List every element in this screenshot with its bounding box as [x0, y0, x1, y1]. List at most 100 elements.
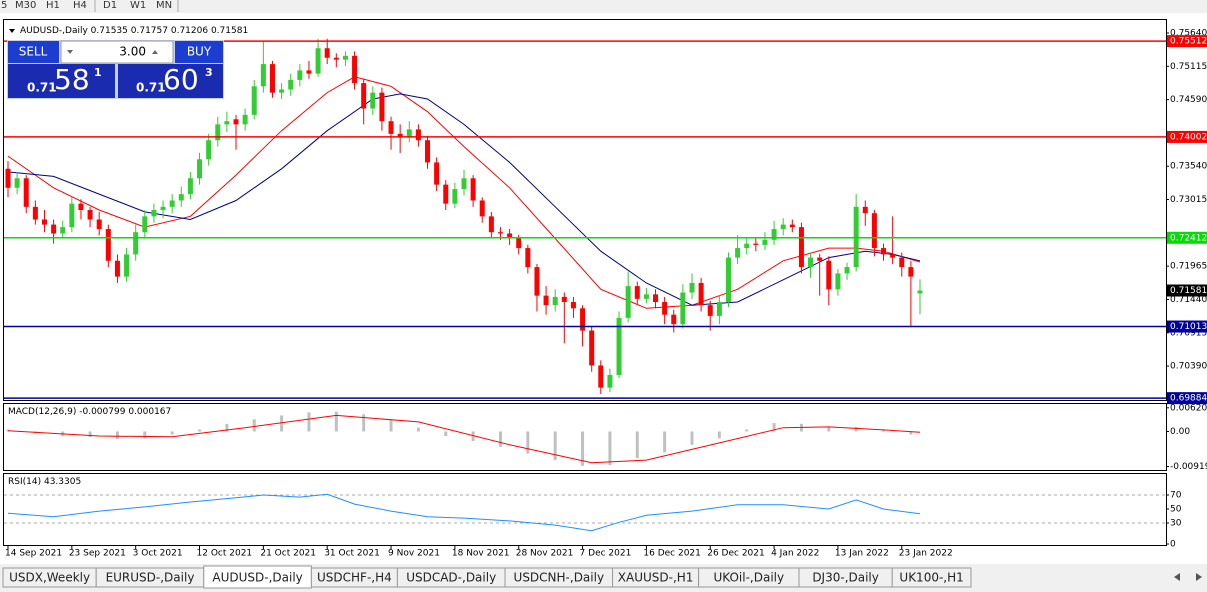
candle-body [315, 48, 321, 74]
candle-body [361, 83, 367, 109]
candle-body [224, 121, 230, 125]
candle-body [206, 140, 212, 160]
candle-body [5, 168, 11, 188]
scroll-right[interactable] [1196, 573, 1202, 581]
tab-label[interactable]: AUDUSD-,Daily [212, 571, 302, 585]
decrease[interactable] [67, 50, 73, 54]
candle-body [598, 365, 604, 388]
symbol-icon [9, 29, 15, 33]
tab-label[interactable]: UK100-,H1 [899, 571, 963, 585]
candle-body [589, 330, 595, 366]
last-price-label: 0.71581 [1170, 286, 1207, 296]
sell-label[interactable]: SELL [19, 45, 48, 59]
candle-body [835, 273, 841, 290]
price-tag [1167, 392, 1207, 405]
x-tick-label: 14 Sep 2021 [5, 549, 62, 559]
timeframe[interactable]: D1 [103, 0, 117, 11]
y-tick-label: 0.74590 [1170, 95, 1207, 105]
buy-label[interactable]: BUY [187, 45, 212, 59]
histogram-bar [663, 431, 667, 453]
price-tag [1167, 35, 1207, 48]
x-tick-label: 16 Dec 2021 [643, 549, 701, 559]
volume-input[interactable] [60, 40, 174, 64]
candle-body [60, 227, 66, 234]
candle-body [534, 267, 540, 296]
increase[interactable] [152, 50, 158, 54]
rsi-header: RSI(14) 43.3305 [8, 477, 81, 487]
timeframe[interactable]: H1 [46, 0, 60, 11]
buy-button[interactable] [175, 41, 223, 63]
signal-line [7, 414, 921, 464]
tab-label[interactable]: USDCNH-,Daily [514, 571, 605, 585]
y-tick-label: 0.006201 [1170, 403, 1207, 413]
candle-body [753, 243, 759, 245]
histogram-bar [827, 427, 831, 432]
candle-body [379, 92, 385, 122]
buy-price[interactable] [118, 64, 223, 98]
candle-body [716, 301, 722, 316]
histogram-bar [198, 429, 202, 432]
candle-body [762, 239, 768, 245]
candle-body [251, 86, 257, 115]
candle-body [288, 79, 294, 90]
tab-label[interactable]: EURUSD-,Daily [106, 571, 195, 585]
price-prefix: 0.71 [136, 81, 166, 95]
price-fraction: 1 [94, 66, 102, 79]
histogram-bar [635, 431, 639, 459]
x-tick-label: 9 Nov 2021 [388, 549, 440, 559]
histogram-bar [608, 431, 612, 466]
candle-body [370, 92, 376, 109]
candle-body [862, 206, 868, 214]
y-tick-label: 0.00 [1170, 427, 1190, 437]
tab-label[interactable]: USDX,Weekly [9, 571, 90, 585]
timeframe[interactable]: M30 [15, 0, 36, 11]
candle-body [69, 203, 75, 228]
tab[interactable] [891, 567, 972, 588]
candle-body [425, 140, 431, 163]
histogram-bar [170, 431, 174, 435]
histogram-bar [882, 429, 886, 432]
histogram-bar [854, 426, 858, 432]
candle-body [561, 296, 567, 302]
histogram-bar [362, 414, 366, 432]
histogram-bar [252, 419, 256, 432]
timeframe[interactable]: W1 [130, 0, 146, 11]
scroll-left[interactable] [1174, 573, 1180, 581]
x-tick-label: 18 Nov 2021 [452, 549, 510, 559]
candle-body [680, 292, 686, 325]
y-tick-label: 70 [1170, 491, 1182, 501]
tab-label[interactable]: DJ30-,Daily [812, 571, 879, 585]
y-tick-label: 0.75115 [1170, 62, 1207, 72]
volume[interactable]: 3.00 [119, 45, 146, 59]
tab-label[interactable]: USDCAD-,Daily [406, 571, 496, 585]
tab-label[interactable]: UKOil-,Daily [713, 571, 784, 585]
toolbar [0, 0, 1207, 13]
timeframe[interactable]: MN [156, 0, 172, 11]
candle-body [178, 194, 184, 201]
tab-label[interactable]: XAUUSD-,H1 [618, 571, 694, 585]
price-tag [1167, 231, 1207, 244]
signal-value: 0.000167 [128, 407, 171, 417]
candle-body [634, 286, 640, 299]
timeframe[interactable]: 5 [1, 0, 7, 11]
moving-average [7, 93, 921, 306]
candle-body [452, 189, 458, 204]
candle-body [96, 219, 102, 230]
price-main: 60 [163, 63, 199, 96]
candle-body [881, 248, 887, 255]
candle-body [23, 178, 29, 207]
candle-body [552, 296, 558, 306]
candle-body [260, 64, 266, 87]
timeframe[interactable]: H4 [73, 0, 87, 11]
sell-button[interactable] [8, 41, 59, 63]
candle-body [735, 248, 741, 258]
x-tick-label: 23 Jan 2022 [899, 549, 953, 559]
x-tick-label: 23 Sep 2021 [69, 549, 126, 559]
histogram-bar [444, 431, 448, 437]
tab-label[interactable]: USDCHF-,H4 [317, 571, 392, 585]
low: 0.71206 [171, 26, 208, 36]
candle-body [543, 295, 549, 306]
indicator: RSI(14) [8, 477, 41, 487]
sell-price[interactable] [8, 64, 115, 98]
candle-body [124, 254, 130, 277]
